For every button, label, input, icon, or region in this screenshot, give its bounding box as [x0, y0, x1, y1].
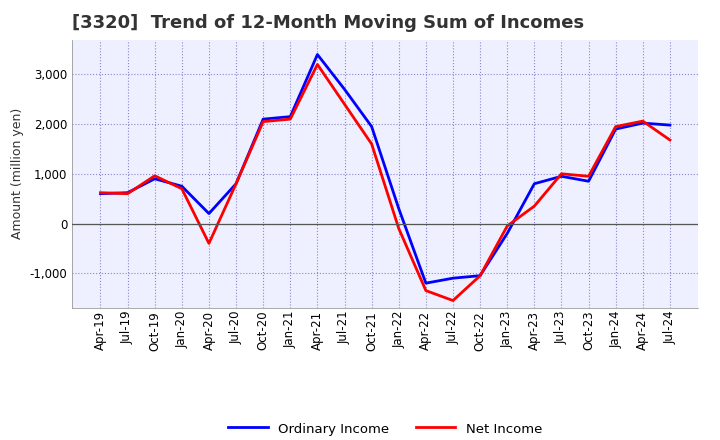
- Ordinary Income: [232, 181, 240, 187]
- Net Income: [286, 117, 294, 122]
- Net Income: [639, 118, 647, 124]
- Ordinary Income: [313, 52, 322, 57]
- Net Income: [665, 137, 674, 143]
- Ordinary Income: [367, 124, 376, 129]
- Ordinary Income: [123, 190, 132, 195]
- Ordinary Income: [395, 206, 403, 211]
- Net Income: [367, 141, 376, 147]
- Line: Net Income: Net Income: [101, 64, 670, 301]
- Ordinary Income: [341, 87, 349, 92]
- Net Income: [204, 241, 213, 246]
- Ordinary Income: [259, 117, 268, 122]
- Ordinary Income: [584, 179, 593, 184]
- Net Income: [395, 226, 403, 231]
- Net Income: [584, 174, 593, 179]
- Line: Ordinary Income: Ordinary Income: [101, 55, 670, 283]
- Ordinary Income: [530, 181, 539, 187]
- Ordinary Income: [639, 121, 647, 126]
- Ordinary Income: [204, 211, 213, 216]
- Net Income: [530, 203, 539, 209]
- Legend: Ordinary Income, Net Income: Ordinary Income, Net Income: [222, 417, 548, 440]
- Ordinary Income: [665, 122, 674, 128]
- Ordinary Income: [286, 114, 294, 119]
- Net Income: [557, 171, 566, 176]
- Ordinary Income: [421, 281, 430, 286]
- Net Income: [123, 191, 132, 196]
- Net Income: [476, 273, 485, 279]
- Net Income: [611, 124, 620, 129]
- Net Income: [150, 173, 159, 179]
- Ordinary Income: [476, 273, 485, 279]
- Net Income: [96, 190, 105, 195]
- Net Income: [421, 288, 430, 293]
- Net Income: [449, 298, 457, 303]
- Net Income: [232, 181, 240, 187]
- Ordinary Income: [611, 126, 620, 132]
- Ordinary Income: [557, 174, 566, 179]
- Ordinary Income: [150, 176, 159, 181]
- Text: [3320]  Trend of 12-Month Moving Sum of Incomes: [3320] Trend of 12-Month Moving Sum of I…: [72, 15, 584, 33]
- Net Income: [178, 186, 186, 191]
- Ordinary Income: [96, 191, 105, 196]
- Net Income: [259, 119, 268, 124]
- Ordinary Income: [178, 183, 186, 189]
- Net Income: [313, 62, 322, 67]
- Net Income: [341, 102, 349, 107]
- Ordinary Income: [503, 231, 511, 236]
- Y-axis label: Amount (million yen): Amount (million yen): [11, 108, 24, 239]
- Ordinary Income: [449, 275, 457, 281]
- Net Income: [503, 224, 511, 229]
